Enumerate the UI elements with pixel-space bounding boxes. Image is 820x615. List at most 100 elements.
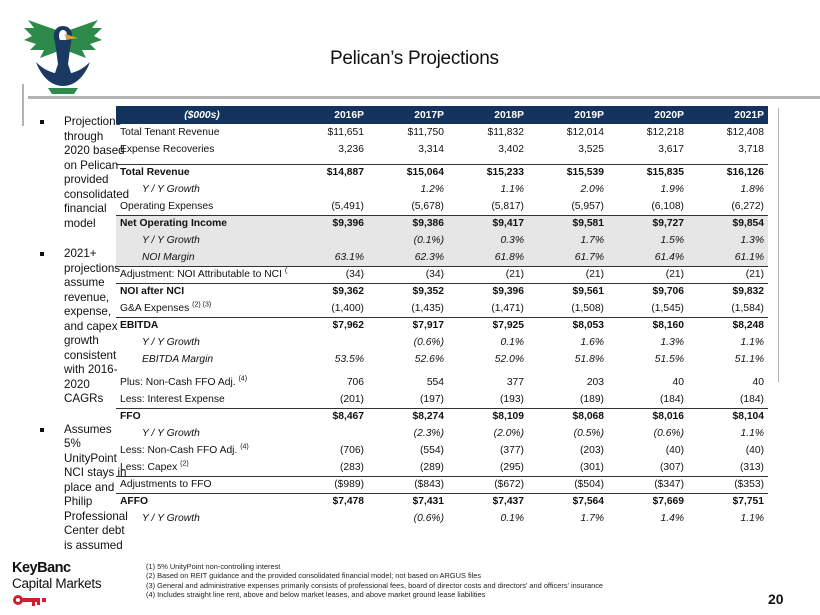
value-cell: (21) bbox=[608, 265, 688, 283]
table-row: Operating Expenses (5,491) (5,678) (5,817) (… bbox=[116, 198, 768, 215]
value-cell: 554 bbox=[426, 377, 444, 388]
row-label: Y / Y Growth bbox=[142, 513, 200, 524]
title-rule bbox=[28, 96, 820, 99]
value-cell: 1.9% bbox=[660, 184, 684, 195]
row-label-cell: Net Operating Income bbox=[116, 214, 288, 232]
table-row: Y / Y Growth (0.6%) 0.1% 1.7% 1.4% 1.1% bbox=[116, 510, 768, 527]
footnote-reference: (4) bbox=[238, 375, 248, 383]
table-header-year: 2020P bbox=[608, 106, 688, 124]
value-cell: 1.1% bbox=[740, 428, 764, 439]
row-label-cell: NOI Margin bbox=[116, 249, 288, 266]
table-body: Total Tenant Revenue $11,651 $11,750 $11,83… bbox=[116, 124, 768, 527]
value-cell: 1.1% bbox=[500, 184, 524, 195]
value-cell: $12,218 bbox=[646, 127, 684, 138]
value-cell: (34) bbox=[368, 265, 448, 283]
value-cell: $16,126 bbox=[688, 163, 768, 181]
value-cell: (283) bbox=[339, 461, 364, 473]
value-cell: (40) bbox=[745, 445, 764, 456]
value-cell: $8,467 bbox=[288, 407, 368, 425]
title-rule-vertical bbox=[22, 84, 24, 126]
value-cell: $9,832 bbox=[688, 282, 768, 300]
value-cell: (184) bbox=[739, 393, 764, 405]
row-label: Expense Recoveries bbox=[120, 144, 215, 155]
right-divider bbox=[778, 108, 779, 382]
row-label: Y / Y Growth bbox=[142, 428, 200, 439]
table-row: Expense Recoveries 3,236 3,314 3,402 3,525 3,… bbox=[116, 141, 768, 158]
value-cell: (5,957) bbox=[571, 200, 604, 212]
table-header-year: 2021P bbox=[688, 106, 768, 124]
row-label-cell: AFFO bbox=[116, 492, 288, 510]
value-cell: $8,248 bbox=[688, 316, 768, 334]
table-row: Net Operating Income $9,396 $9,386 $9,417 $9… bbox=[116, 214, 768, 232]
row-label-cell: Y / Y Growth bbox=[116, 334, 288, 351]
table-row: Less: Capex (2) (283) (289) (295) (301) (307)… bbox=[116, 459, 768, 476]
value-cell: 3,402 bbox=[498, 144, 524, 155]
value-cell: $8,109 bbox=[448, 407, 528, 425]
table-row: Total Tenant Revenue $11,651 $11,750 $11,83… bbox=[116, 124, 768, 141]
value-cell: 52.0% bbox=[494, 354, 524, 365]
row-label-cell: EBITDA bbox=[116, 316, 288, 334]
value-cell: 52.6% bbox=[414, 354, 444, 365]
value-cell: 3,718 bbox=[738, 144, 764, 155]
value-cell: 706 bbox=[346, 377, 364, 388]
value-cell bbox=[288, 334, 368, 351]
keybanc-logo: KeyBanc Capital Markets bbox=[12, 561, 142, 606]
value-cell: (0.1%) bbox=[368, 232, 448, 249]
assumptions-list: Projections through 2020 based on Pelica… bbox=[40, 115, 130, 569]
value-cell: (21) bbox=[528, 265, 608, 283]
value-cell: ($989) bbox=[288, 475, 368, 493]
footnote-reference: (1) bbox=[284, 267, 288, 275]
row-label-cell: Less: Capex (2) bbox=[116, 459, 288, 476]
row-label-cell: Total Tenant Revenue bbox=[116, 124, 288, 141]
value-cell: $7,917 bbox=[368, 316, 448, 334]
value-cell: $9,396 bbox=[288, 214, 368, 232]
value-cell: (1,400) bbox=[331, 302, 364, 314]
table-header-units: ($000s) bbox=[116, 106, 288, 124]
row-label: AFFO bbox=[120, 496, 149, 508]
row-label-cell: G&A Expenses (2) (3) bbox=[116, 300, 288, 317]
value-cell: (21) bbox=[448, 265, 528, 283]
value-cell: 1.3% bbox=[660, 337, 684, 348]
table-row: AFFO $7,478 $7,431 $7,437 $7,564 $7,669 $7,751 bbox=[116, 492, 768, 510]
footnote: (2) Based on REIT guidance and the provi… bbox=[146, 571, 482, 581]
row-label-cell: Plus: Non-Cash FFO Adj. (4) bbox=[116, 374, 288, 391]
table-row: Less: Interest Expense (201) (197) (193) (18… bbox=[116, 391, 768, 408]
table-row: Y / Y Growth (0.1%) 0.3% 1.7% 1.5% 1.3% bbox=[116, 232, 768, 249]
value-cell: (193) bbox=[499, 393, 524, 405]
row-label: EBITDA Margin bbox=[142, 354, 214, 365]
footnote: (4) Includes straight line rent, above a… bbox=[146, 589, 486, 599]
row-label-cell: Expense Recoveries bbox=[116, 141, 288, 158]
value-cell: (0.6%) bbox=[653, 428, 684, 439]
table-row: Y / Y Growth 1.2% 1.1% 2.0% 1.9% 1.8% bbox=[116, 181, 768, 198]
table-row: EBITDA Margin 53.5% 52.6% 52.0% 51.8% 51.5% 51… bbox=[116, 351, 768, 368]
value-cell: $9,396 bbox=[448, 282, 528, 300]
value-cell: $15,539 bbox=[528, 163, 608, 181]
footnote: (3) General and administrative expenses … bbox=[146, 580, 604, 590]
value-cell: $12,014 bbox=[566, 127, 604, 138]
bullet-item: 2021+ projections assume revenue, expens… bbox=[40, 247, 130, 407]
value-cell: $9,362 bbox=[288, 282, 368, 300]
value-cell: (6,108) bbox=[651, 200, 684, 212]
value-cell: $15,064 bbox=[368, 163, 448, 181]
footnote-reference: (2) (3) bbox=[192, 301, 212, 309]
table-header-year: 2019P bbox=[528, 106, 608, 124]
value-cell: 1.1% bbox=[740, 337, 764, 348]
row-label: EBITDA bbox=[120, 320, 159, 332]
table-row: NOI Margin 63.1% 62.3% 61.8% 61.7% 61.4% 61.1% bbox=[116, 249, 768, 266]
value-cell: (1,584) bbox=[731, 302, 764, 314]
value-cell: $15,835 bbox=[608, 163, 688, 181]
value-cell: $12,408 bbox=[726, 127, 764, 138]
row-label: G&A Expenses bbox=[120, 302, 190, 314]
value-cell: $11,651 bbox=[327, 127, 364, 138]
value-cell: 3,314 bbox=[418, 144, 444, 155]
value-cell: 1.5% bbox=[608, 232, 688, 249]
value-cell: 51.8% bbox=[574, 354, 604, 365]
value-cell: 40 bbox=[752, 377, 764, 388]
value-cell: (40) bbox=[665, 445, 684, 456]
row-label-cell: Y / Y Growth bbox=[116, 425, 288, 442]
value-cell: (1,508) bbox=[571, 302, 604, 314]
row-label-cell: Total Revenue bbox=[116, 163, 288, 181]
value-cell: $8,068 bbox=[528, 407, 608, 425]
row-label-cell: NOI after NCI bbox=[116, 282, 288, 300]
value-cell: $14,887 bbox=[288, 163, 368, 181]
